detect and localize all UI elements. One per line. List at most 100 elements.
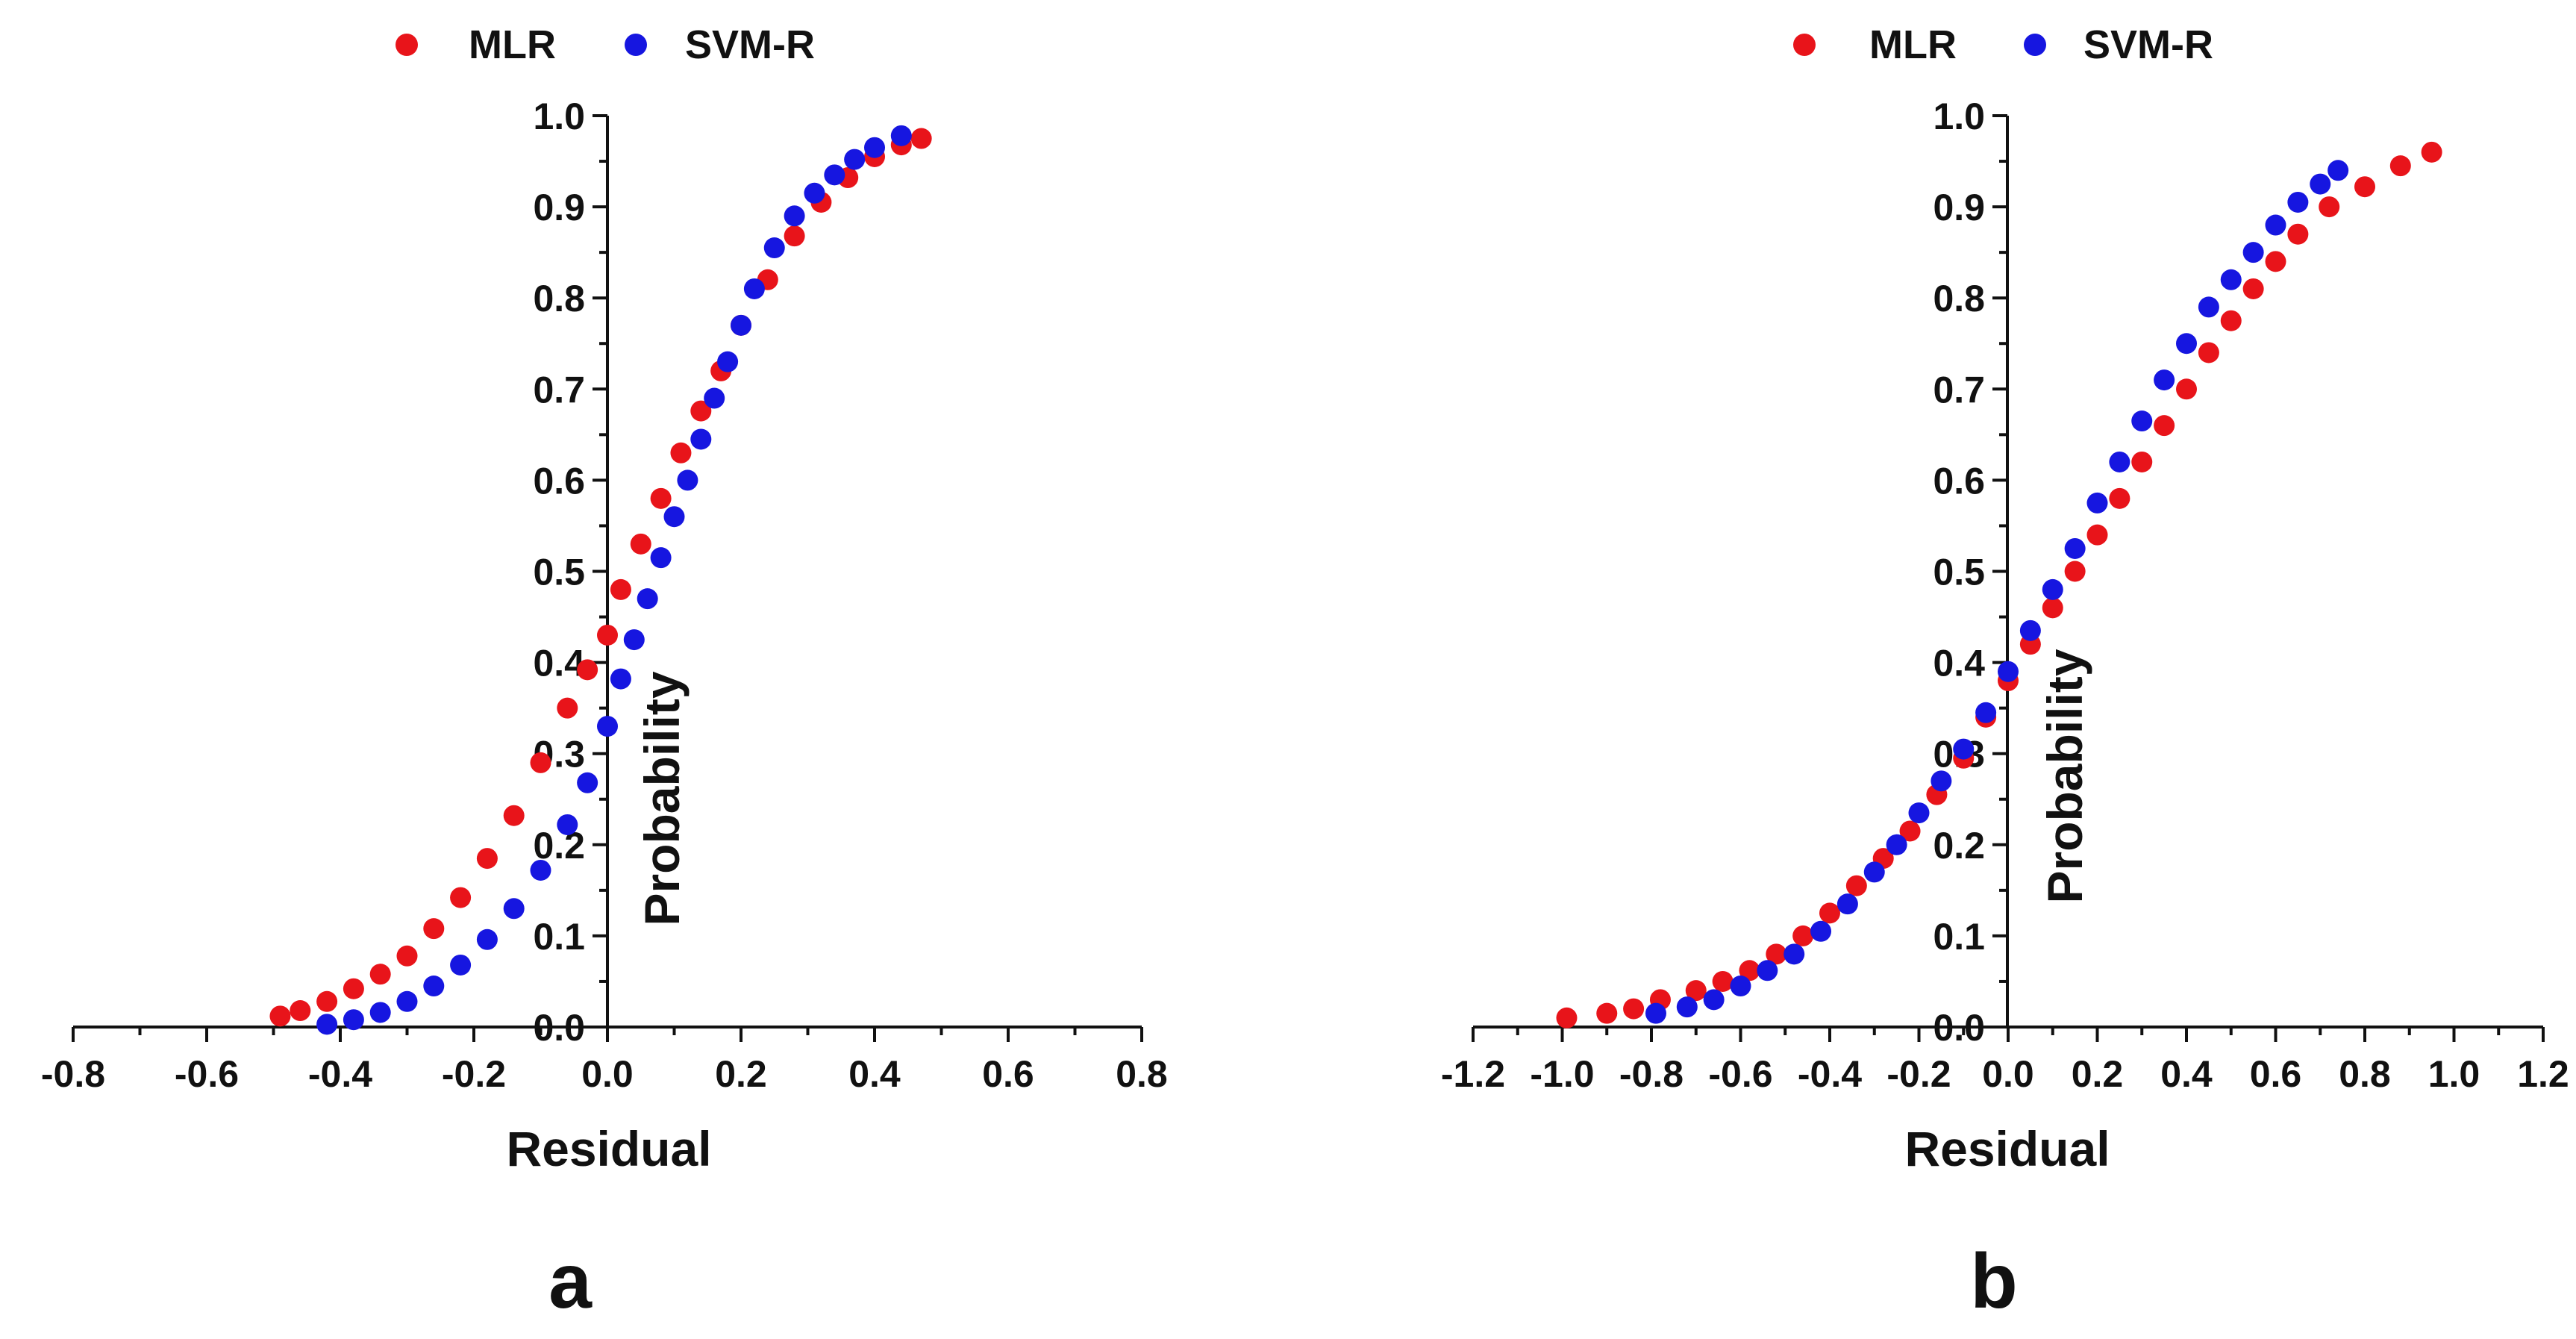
- panel-b-y-tick-label: 1.0: [1933, 96, 1985, 137]
- panel-b-svmr-point: [1908, 802, 1930, 824]
- panel-a-mlr-point: [269, 1005, 291, 1027]
- panel-a-mlr-point: [910, 128, 932, 149]
- panel-b-mlr-point: [2319, 196, 2340, 218]
- panel-b-svmr-point: [2265, 214, 2286, 236]
- panel-a-svmr-point: [844, 149, 866, 170]
- panel-a-mlr-point: [476, 848, 498, 870]
- panel-b-mlr-point: [2354, 176, 2375, 198]
- panel-b-svmr-point: [2176, 333, 2197, 355]
- panel-a-svmr-point: [650, 547, 672, 569]
- panel-b-svmr-point: [1676, 996, 1698, 1018]
- panel-b-svmr-point: [1703, 989, 1725, 1011]
- panel-a-x-axis-title: Residual: [506, 1121, 711, 1176]
- panel-b-svmr-point: [2220, 269, 2242, 290]
- panel-b-svmr-point: [1836, 893, 1858, 915]
- panel-b-svmr-point: [1645, 1002, 1666, 1024]
- panel-a-legend-marker-svmr: [625, 34, 647, 56]
- panel-a-svmr-point: [824, 164, 845, 186]
- panel-b-x-tick-label: -0.8: [1619, 1053, 1684, 1095]
- panel-a-svmr-point: [784, 205, 805, 227]
- panel-a-x-tick-label: 0.8: [1116, 1053, 1168, 1095]
- panel-a-svmr-point: [763, 237, 785, 259]
- panel-b-svmr-point: [2310, 173, 2331, 195]
- panel-b-mlr-point: [1739, 960, 1760, 981]
- panel-b-svmr-point: [1975, 702, 1997, 723]
- panel-a-svmr-point: [743, 278, 765, 299]
- panel-a-mlr-point: [650, 487, 672, 509]
- panel-b-mlr-point: [1899, 820, 1921, 842]
- panel-a-x-tick-label: 0.4: [848, 1053, 901, 1095]
- panel-a-svmr-point: [637, 588, 658, 610]
- panel-b-svmr-point: [1757, 960, 1778, 981]
- panel-b-y-tick-label: 0.7: [1933, 369, 1985, 411]
- panel-a-mlr-point: [670, 442, 692, 464]
- panel-b-y-tick-label: 0.4: [1933, 643, 1985, 684]
- panel-a-y-tick-label: 1.0: [533, 96, 585, 137]
- panel-a-x-tick-label: -0.4: [308, 1053, 372, 1095]
- panel-a-y-tick-label: 0.8: [533, 278, 585, 319]
- panel-a-mlr-point: [503, 805, 525, 826]
- panel-b-svmr-point: [1810, 920, 1832, 942]
- panel-b-mlr-point: [2042, 597, 2063, 619]
- panel-a-mlr-point: [577, 659, 598, 681]
- panel-a-y-tick-label: 0.0: [533, 1007, 585, 1049]
- panel-b-legend-marker-mlr: [1793, 34, 1816, 56]
- panel-a-svmr-point: [450, 954, 472, 976]
- panel-b-x-tick-label: 1.0: [2428, 1053, 2480, 1095]
- panel-a-y-axis-title: Probability: [634, 671, 690, 926]
- panel-a-svmr-point: [663, 506, 685, 528]
- panel-b-y-tick-label: 0.0: [1933, 1007, 1985, 1049]
- panel-a-y-tick-labels: 0.00.10.20.30.40.50.60.70.80.91.0: [533, 96, 585, 1049]
- panel-b-svmr-point: [2328, 160, 2349, 181]
- panel-a-chart: MLR SVM-R -0.8 -0.6 -0.4 -0.2 0.0 0.2 0.4 0.6 0.…: [41, 22, 1168, 1325]
- panel-a-svmr-point: [804, 182, 825, 204]
- panel-a-y-tick-label: 0.1: [533, 916, 585, 958]
- panel-b-legend-label-mlr: MLR: [1869, 22, 1957, 67]
- panel-a-svmr-point: [423, 976, 445, 997]
- panel-a-mlr-point: [597, 624, 618, 646]
- panel-a-svmr-point: [503, 898, 525, 920]
- panel-a-mlr-point: [530, 752, 551, 773]
- panel-b-svmr-point: [2198, 296, 2219, 318]
- panel-a-mlr-point: [630, 533, 651, 555]
- panel-b-x-tick-label: 1.2: [2517, 1053, 2569, 1095]
- panel-b-x-tick-label: 0.4: [2160, 1053, 2213, 1095]
- panel-a-x-tick-label: -0.8: [41, 1053, 105, 1095]
- panel-b-mlr-point: [1792, 925, 1814, 946]
- panel-a-y-tick-label: 0.4: [533, 643, 585, 684]
- panel-b-y-tick-label: 0.8: [1933, 278, 1985, 319]
- panel-b-x-tick-label: -0.2: [1886, 1053, 1951, 1095]
- panel-a-x-tick-label: 0.6: [982, 1053, 1034, 1095]
- panel-a-mlr-point: [450, 887, 472, 908]
- panel-a-mlr-point: [784, 225, 805, 247]
- panel-b-svmr-point: [2154, 369, 2175, 391]
- panel-b-y-tick-label: 0.5: [1933, 552, 1985, 593]
- panel-a-y-tick-label: 0.5: [533, 552, 585, 593]
- panel-a-mlr-point: [290, 1000, 311, 1022]
- panel-a-svmr-point: [690, 428, 712, 450]
- panel-b-x-tick-label: 0.0: [1982, 1053, 2034, 1095]
- panel-a-legend: MLR SVM-R: [396, 22, 815, 67]
- panel-b-y-tick-label: 0.2: [1933, 825, 1985, 867]
- panel-b-x-tick-label: -0.6: [1708, 1053, 1772, 1095]
- panel-a-mlr-point: [423, 918, 445, 940]
- panel-b-x-axis-title: Residual: [1904, 1121, 2110, 1176]
- panel-b-svmr-point: [2086, 492, 2108, 514]
- panel-b-svmr-point: [1863, 861, 1885, 883]
- panel-b-mlr-point: [1596, 1002, 1618, 1024]
- panel-a-y-ticks: [593, 114, 607, 1029]
- panel-b-mlr-point: [2198, 342, 2219, 363]
- panel-b-y-tick-labels: 0.00.10.20.30.40.50.60.70.80.91.0: [1933, 96, 1985, 1049]
- panel-b-svmr-point: [1783, 943, 1805, 965]
- panel-a-svmr-point: [577, 772, 598, 793]
- panel-a-x-tick-label: -0.6: [175, 1053, 239, 1095]
- panel-b-x-tick-label: 0.8: [2339, 1053, 2391, 1095]
- panel-b-y-ticks: [1992, 114, 2007, 1029]
- panel-a-svmr-point: [316, 1014, 338, 1035]
- panel-b-y-tick-label: 0.1: [1933, 916, 1985, 958]
- panel-a-mlr-point: [316, 990, 338, 1012]
- panel-a-svmr-point: [597, 716, 618, 737]
- panel-a-mlr-point: [343, 978, 364, 999]
- panel-b-mlr-point: [2064, 561, 2086, 582]
